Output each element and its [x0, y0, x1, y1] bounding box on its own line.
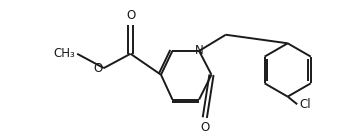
Text: CH₃: CH₃ — [54, 47, 75, 60]
Text: Cl: Cl — [299, 98, 311, 111]
Text: N: N — [195, 44, 203, 57]
Text: O: O — [126, 9, 135, 22]
Text: O: O — [94, 62, 103, 75]
Text: O: O — [200, 121, 210, 134]
